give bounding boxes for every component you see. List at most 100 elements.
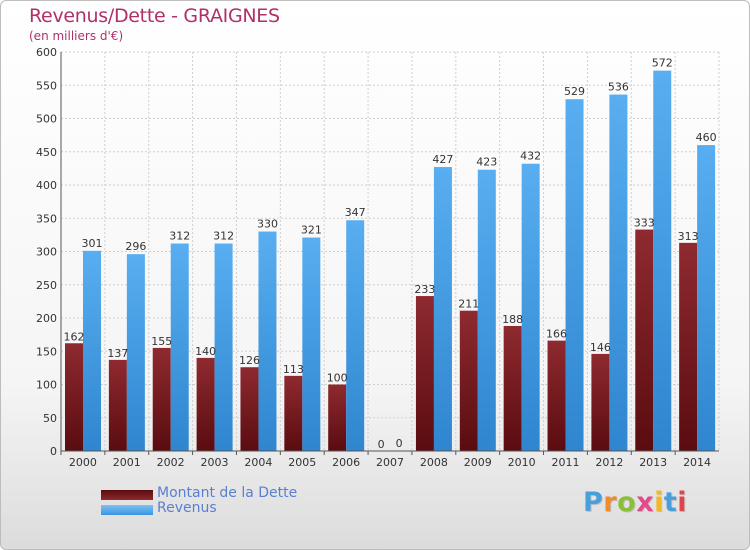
bar-revenus [170,243,189,451]
data-label-dette: 211 [458,298,479,311]
y-tick-label: 350 [36,212,57,225]
logo-letter: P [583,487,604,518]
logo-letter: t [663,487,678,518]
x-tick-label: 2007 [376,456,404,469]
data-label-revenus: 0 [396,437,403,450]
data-label-dette: 146 [590,341,611,354]
data-label-revenus: 330 [257,218,278,231]
data-label-dette: 162 [64,330,85,343]
bar-revenus [258,231,277,451]
data-label-revenus: 529 [564,85,585,98]
data-label-dette: 333 [634,217,655,230]
x-tick-label: 2002 [157,456,185,469]
x-tick-label: 2001 [113,456,141,469]
chart-subtitle: (en milliers d'€) [29,29,124,43]
x-tick-label: 2014 [683,456,711,469]
data-label-revenus: 427 [432,153,453,166]
y-tick-label: 600 [36,46,57,59]
y-tick-label: 100 [36,379,57,392]
data-label-revenus: 460 [696,131,717,144]
logo-letter: r [603,487,618,518]
proxiti-logo: Proxiti [583,487,687,518]
data-label-revenus: 312 [169,230,190,243]
data-label-revenus: 301 [82,237,103,250]
y-tick-label: 150 [36,345,57,358]
x-tick-label: 2008 [420,456,448,469]
legend-swatch-dette [101,490,153,500]
y-tick-label: 500 [36,113,57,126]
data-label-revenus: 321 [301,224,322,237]
bar-dette [108,359,127,451]
bar-revenus [302,237,321,451]
bar-revenus [83,250,101,451]
bar-revenus [609,94,628,451]
x-tick-label: 2000 [69,456,97,469]
logo-letter: o [617,487,637,518]
bar-dette [196,357,215,451]
x-tick-label: 2010 [508,456,536,469]
bar-dette [635,229,654,451]
data-label-dette: 113 [283,363,304,376]
bar-revenus [521,163,540,451]
bar-dette [503,325,522,451]
data-label-dette: 137 [107,347,128,360]
data-label-revenus: 296 [125,240,146,253]
axis-layer: 0 50 100 150 200 250 300 350 400 450 500 550 600 2000… [36,46,719,469]
data-label-dette: 140 [195,345,216,358]
logo-letter: x [636,487,655,518]
x-tick-label: 2003 [201,456,229,469]
bar-dette [591,353,610,451]
logo-letter: i [677,487,688,518]
bar-revenus [477,169,496,451]
bar-dette [152,347,171,451]
bar-revenus [346,220,365,451]
data-label-revenus: 312 [213,230,234,243]
legend-label-revenus: Revenus [157,500,217,516]
chart-title: Revenus/Dette - GRAIGNES [29,5,280,27]
data-label-revenus: 536 [608,81,629,94]
y-tick-label: 50 [43,412,57,425]
y-tick-label: 450 [36,146,57,159]
data-label-dette: 126 [239,354,260,367]
bar-dette [547,340,566,451]
legend-label-dette: Montant de la Dette [157,485,298,501]
bar-dette [459,310,478,451]
data-label-dette: 0 [378,438,385,451]
data-label-dette: 313 [678,230,699,243]
data-label-revenus: 347 [345,206,366,219]
data-label-dette: 100 [327,372,348,385]
data-label-dette: 188 [502,313,523,326]
x-tick-label: 2006 [332,456,360,469]
bar-dette [328,384,347,451]
data-label-revenus: 423 [476,156,497,169]
bars-layer [65,70,716,452]
bar-dette [415,296,434,451]
data-label-dette: 233 [414,283,435,296]
y-tick-label: 400 [36,179,57,192]
x-tick-label: 2011 [551,456,579,469]
x-tick-label: 2009 [464,456,492,469]
y-tick-label: 550 [36,79,57,92]
x-tick-label: 2013 [639,456,667,469]
bar-dette [65,343,83,451]
y-tick-label: 250 [36,279,57,292]
bar-dette [240,367,259,451]
bar-dette [284,375,303,451]
legend-swatch-revenus [101,505,153,515]
bar-dette [679,242,698,451]
data-label-revenus: 432 [520,150,541,163]
bar-revenus [214,243,233,451]
y-tick-label: 0 [50,445,57,458]
y-tick-label: 300 [36,246,57,259]
bar-revenus [697,145,716,451]
data-label-dette: 155 [151,335,172,348]
x-tick-label: 2012 [595,456,623,469]
data-label-revenus: 572 [652,57,673,70]
bar-revenus [653,70,672,452]
y-tick-label: 200 [36,312,57,325]
value-labels-layer: 162 301 137 296 155 312 140 312 126 330 113 321 100 3… [64,57,717,451]
logo-letter: i [654,487,664,518]
bar-revenus [126,254,145,451]
